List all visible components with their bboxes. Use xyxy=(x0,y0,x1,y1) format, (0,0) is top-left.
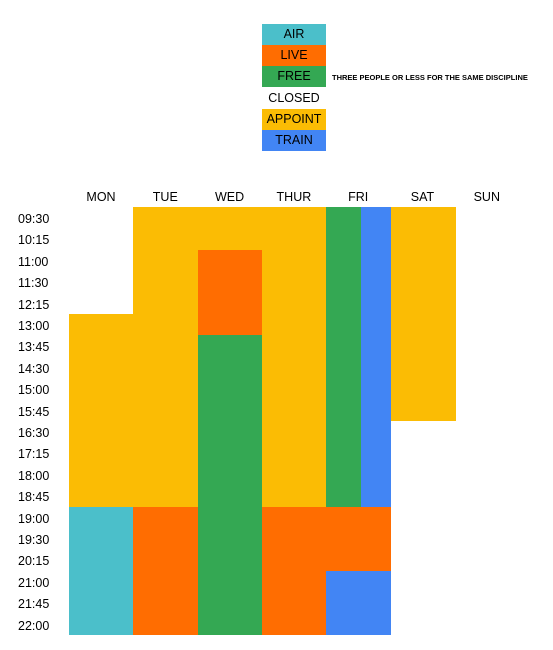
time-label: 21:45 xyxy=(18,597,50,612)
legend-free-note: THREE PEOPLE OR LESS FOR THE SAME DISCIP… xyxy=(332,73,528,82)
time-label: 13:45 xyxy=(18,340,50,355)
time-label: 17:15 xyxy=(18,447,50,462)
day-header-wed: WED xyxy=(215,190,245,204)
time-label: 11:30 xyxy=(18,276,49,291)
day-header-thur: THUR xyxy=(276,190,312,204)
schedule-block-fri-train xyxy=(360,207,391,507)
schedule-block-mon-air xyxy=(69,506,134,635)
time-label: 19:00 xyxy=(18,511,50,526)
legend-item-air: AIR xyxy=(262,24,326,45)
time-label: 15:45 xyxy=(18,404,50,419)
day-header-tue: TUE xyxy=(152,190,178,204)
legend-item-train: TRAIN xyxy=(262,130,326,151)
time-label: 13:00 xyxy=(18,319,50,333)
schedule-block-thur-live xyxy=(261,506,327,635)
schedule-block-tue-live xyxy=(133,506,199,635)
day-header-fri: FRI xyxy=(348,190,369,204)
schedule-block-tue-appoint xyxy=(133,207,199,507)
legend-item-free: FREE xyxy=(262,66,326,88)
time-label: 12:15 xyxy=(18,297,50,312)
schedule-block-fri-free xyxy=(326,207,362,507)
schedule-block-wed-live xyxy=(197,249,263,336)
time-label: 15:00 xyxy=(18,383,50,398)
time-label: 18:00 xyxy=(18,468,50,483)
day-header-sun: SUN xyxy=(473,190,500,204)
time-label: 21:00 xyxy=(18,575,50,590)
time-label: 22:00 xyxy=(18,618,50,633)
time-label: 09:30 xyxy=(18,212,50,226)
schedule-block-wed-free xyxy=(197,335,263,635)
time-label: 11:00 xyxy=(18,254,49,269)
schedule-block-thur-appoint xyxy=(261,207,327,507)
time-label: 16:30 xyxy=(18,426,50,440)
schedule-block-wed-appoint xyxy=(197,207,263,250)
day-header-sat: SAT xyxy=(410,190,435,204)
legend-item-appoint: APPOINT xyxy=(262,108,326,130)
schedule-block-fri-live xyxy=(326,506,392,571)
time-label: 20:15 xyxy=(18,554,50,569)
time-label: 18:45 xyxy=(18,490,50,505)
legend-item-closed: CLOSED xyxy=(262,87,326,109)
schedule-block-sat-appoint xyxy=(390,207,456,421)
schedule-block-fri-train xyxy=(326,570,392,635)
day-header-mon: MON xyxy=(86,190,116,204)
legend-item-live: LIVE xyxy=(262,45,326,67)
time-label: 19:30 xyxy=(18,533,50,547)
schedule-block-mon-appoint xyxy=(69,314,134,507)
time-label: 10:15 xyxy=(18,233,50,248)
time-label: 14:30 xyxy=(18,361,50,376)
